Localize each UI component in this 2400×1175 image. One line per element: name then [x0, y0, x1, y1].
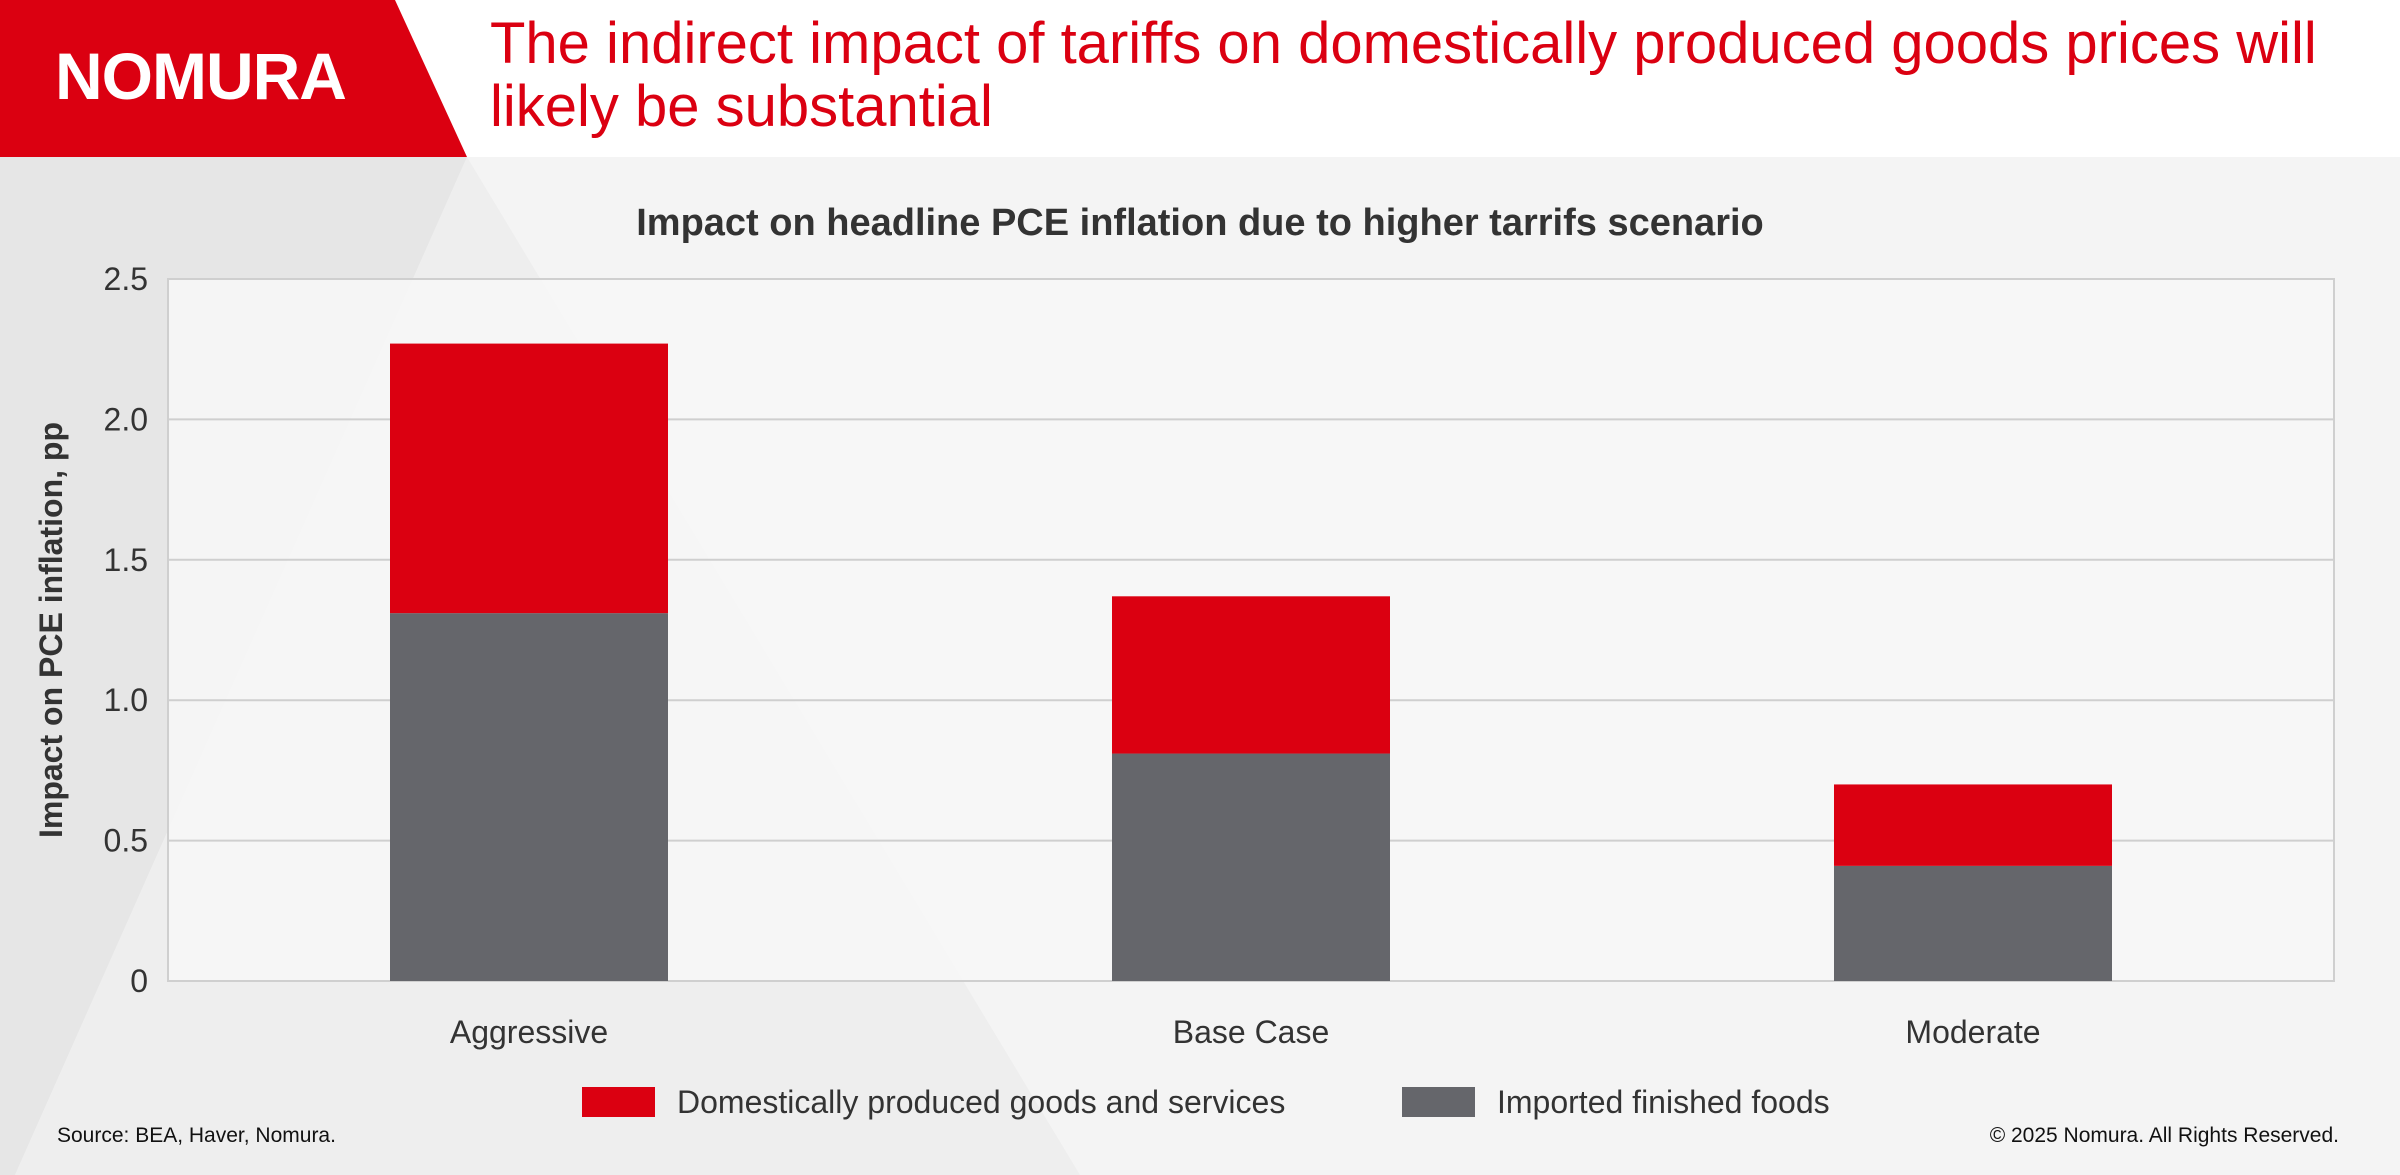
x-category-label: Aggressive [450, 1014, 608, 1050]
x-category-label: Base Case [1173, 1014, 1330, 1050]
y-tick-label: 2.0 [104, 401, 148, 437]
legend-swatch-domestic [582, 1087, 655, 1117]
legend-item-imported: Imported finished foods [1402, 1082, 1830, 1122]
bar-domestic-base-case [1112, 596, 1390, 754]
copyright-note: © 2025 Nomura. All Rights Reserved. [1989, 1124, 2339, 1147]
chart-legend: Domestically produced goods and services… [0, 1082, 2400, 1122]
y-tick-label: 1.5 [104, 542, 148, 578]
legend-item-domestic: Domestically produced goods and services [582, 1082, 1285, 1122]
bar-domestic-aggressive [390, 343, 668, 614]
y-tick-label: 0.5 [104, 823, 148, 859]
page-headline: The indirect impact of tariffs on domest… [490, 11, 2317, 139]
bar-domestic-moderate [1834, 784, 2112, 866]
y-tick-label: 0 [130, 963, 148, 999]
y-tick-label: 2.5 [104, 261, 148, 297]
bar-imported-moderate [1834, 865, 2112, 981]
legend-label-domestic: Domestically produced goods and services [677, 1083, 1286, 1120]
legend-swatch-imported [1402, 1087, 1475, 1117]
bar-imported-aggressive [390, 613, 668, 981]
legend-label-imported: Imported finished foods [1497, 1083, 1830, 1120]
chart-title: Impact on headline PCE inflation due to … [636, 202, 1764, 244]
bar-imported-base-case [1112, 753, 1390, 981]
logo-block [0, 0, 467, 157]
y-tick-label: 1.0 [104, 682, 148, 718]
nomura-logo: NOMURA [55, 39, 347, 113]
source-note: Source: BEA, Haver, Nomura. [57, 1124, 336, 1147]
x-category-label: Moderate [1905, 1014, 2040, 1050]
y-axis-label: Impact on PCE inflation, pp [33, 422, 69, 838]
